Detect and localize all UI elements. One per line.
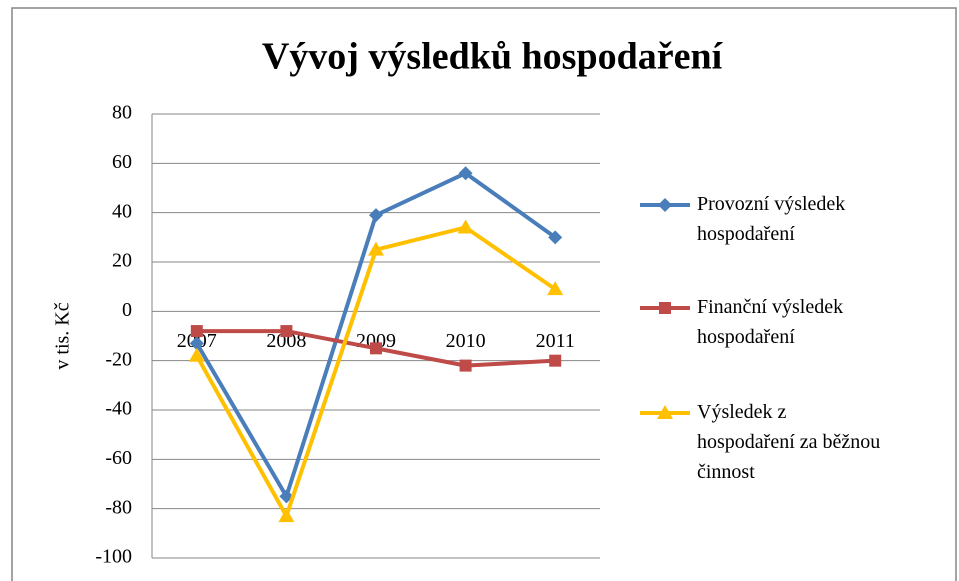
legend-label: Výsledek z hospodaření za běžnou činnost (697, 401, 880, 483)
y-tick-label: 80 (112, 102, 132, 124)
y-tick-label: 40 (112, 200, 132, 222)
data-point (458, 166, 473, 181)
x-tick-label: 2008 (266, 330, 306, 352)
legend-label: Finanční výsledek hospodaření (697, 296, 843, 348)
data-point (369, 208, 383, 223)
data-point (370, 342, 382, 355)
y-tick-label: -20 (105, 348, 132, 370)
y-tick-label: -100 (95, 546, 132, 568)
data-point (457, 219, 474, 234)
legend-marker (658, 198, 672, 212)
legend-line-text: Výsledek z (697, 401, 787, 423)
data-point (280, 325, 293, 338)
legend-line-text: hospodaření (697, 223, 795, 245)
legend-line-text: činnost (697, 461, 755, 483)
legend-entry: Finanční výsledek hospodaření (640, 296, 843, 348)
data-point (190, 325, 203, 338)
data-point (549, 354, 562, 367)
data-point (278, 508, 295, 523)
y-tick-label: 0 (122, 299, 132, 321)
data-point (547, 281, 564, 296)
legend-line-text: Provozní výsledek (697, 193, 845, 215)
legend-marker (659, 302, 671, 314)
legend-line-text: Finanční výsledek (697, 296, 843, 318)
data-point (459, 359, 472, 372)
y-tick-label: -40 (105, 398, 132, 420)
data-point (548, 230, 563, 245)
legend-label: Provozní výsledek hospodaření (697, 193, 845, 245)
y-tick-label: -60 (105, 447, 132, 469)
legend-entry: Provozní výsledek hospodaření (640, 193, 845, 245)
chart-title: Vývoj výsledků hospodaření (262, 36, 724, 78)
legend-line-text: hospodaření (697, 326, 795, 348)
y-tick-label: -80 (105, 496, 132, 518)
legend-entry: Výsledek z hospodaření za běžnou činnost (640, 401, 880, 483)
y-axis-label: v tis. Kč (52, 302, 74, 369)
y-tick-label: 60 (112, 151, 132, 173)
x-tick-label: 2011 (536, 330, 575, 352)
y-tick-label: 20 (112, 250, 132, 272)
data-point (189, 336, 204, 351)
x-tick-label: 2010 (446, 330, 486, 352)
legend-line-text: hospodaření za běžnou (697, 431, 880, 453)
legend-marker (657, 405, 673, 419)
data-point (368, 241, 384, 256)
data-point (188, 347, 205, 362)
chart-border (11, 7, 957, 581)
